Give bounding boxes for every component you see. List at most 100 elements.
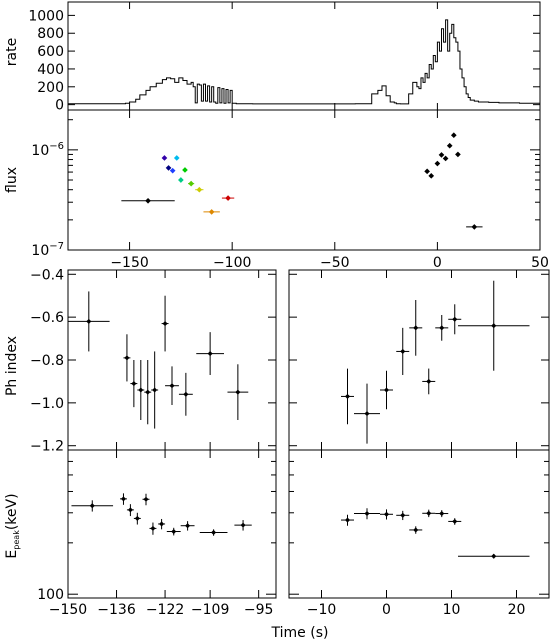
ph-index-ylabel: Ph index: [4, 336, 20, 396]
epeak-left-point: [89, 503, 95, 509]
epeak-left-point: [185, 523, 191, 529]
epeak-left-xtick-label: −109: [191, 602, 229, 618]
epeak-left-point: [159, 521, 165, 527]
flux-panel: 10−610−7−150 −100 −50 0 50: [31, 109, 549, 271]
flux-frame: [67, 109, 541, 251]
rate-frame: [67, 1, 541, 111]
flux-point: [450, 132, 457, 139]
flux-point: [446, 142, 453, 149]
ph-left-ytick-label: −0.8: [30, 353, 64, 369]
ph-left-point: [183, 391, 189, 397]
ph-left-ytick-label: −1.0: [30, 396, 64, 412]
ph-index-left-panel: −0.4 −0.6 −0.8 −1.0 −1.2: [30, 267, 277, 455]
flux-point: [182, 167, 188, 173]
flux-point: [145, 197, 151, 204]
ph-right-point: [383, 387, 390, 393]
flux-ytick-label: 10−6: [31, 141, 64, 159]
epeak-right-xtick-label: 0: [382, 602, 391, 618]
epeak-left-point: [171, 528, 177, 535]
epeak-right-point: [413, 527, 419, 533]
rate-ytick-label: 800: [37, 26, 64, 42]
epeak-left-panel: 100−150 −136 −122 −109 −95: [37, 449, 277, 618]
epeak-left-xtick-label: −95: [244, 602, 274, 618]
epeak-left-point: [120, 496, 127, 502]
ph-right-point: [344, 393, 351, 399]
flux-point: [442, 155, 449, 162]
epeak-left-xtick-label: −136: [97, 602, 136, 618]
ph-right-point: [426, 378, 432, 384]
epeak-left-xtick-label: −122: [146, 602, 184, 618]
flux-point: [438, 152, 445, 158]
ph-left-point: [152, 387, 158, 393]
ph-left-point: [162, 321, 168, 327]
ph-index-right-frame: [288, 269, 550, 451]
epeak-right-point: [439, 510, 445, 517]
rate-panel: 0 200 400 600 800 1000: [28, 1, 541, 114]
epeak-left-point: [143, 496, 149, 502]
epeak-left-xtick-label: −150: [49, 602, 87, 618]
epeak-right-point: [452, 518, 458, 524]
epeak-ylabel-tail: (keV): [4, 493, 20, 530]
flux-point: [178, 177, 184, 183]
epeak-right-point: [383, 511, 390, 517]
rate-ytick-label: 400: [37, 62, 64, 78]
flux-point: [471, 224, 478, 230]
ph-left-point: [235, 389, 241, 395]
rate-ytick-label: 600: [37, 44, 64, 60]
ph-left-point: [131, 381, 137, 387]
epeak-right-point: [364, 510, 370, 517]
flux-ytick-base: 10: [31, 243, 49, 259]
flux-ylabel: flux: [4, 167, 20, 193]
epeak-ylabel-sub: peak: [12, 530, 21, 550]
ph-right-point: [364, 411, 370, 417]
ph-left-point: [169, 383, 175, 389]
epeak-right-point: [400, 512, 406, 518]
ph-index-left-frame: [67, 269, 277, 451]
epeak-ylabel: Epeak(keV): [4, 493, 21, 558]
ph-right-point: [439, 325, 445, 331]
rate-series-line: [68, 19, 541, 105]
ph-left-ytick-label: −0.4: [30, 267, 64, 283]
flux-xtick-label: −100: [213, 255, 251, 271]
epeak-left-point: [134, 515, 140, 521]
flux-ytick-exp: −6: [49, 141, 64, 152]
ph-left-ytick-label: −1.2: [30, 439, 64, 455]
flux-point: [434, 160, 441, 167]
epeak-right-point: [491, 553, 497, 559]
epeak-left-point: [127, 507, 133, 513]
flux-point: [428, 173, 435, 179]
rate-ytick-label: 1000: [28, 8, 64, 24]
flux-ytick-exp: −7: [49, 241, 64, 252]
ph-left-point: [138, 387, 144, 393]
flux-xtick-label: 50: [531, 255, 549, 271]
ph-left-point: [124, 355, 130, 361]
epeak-right-frame: [288, 449, 550, 599]
flux-xtick-label: 0: [433, 255, 442, 271]
flux-point: [225, 195, 231, 201]
rate-ytick-label: 0: [55, 98, 64, 114]
flux-point: [169, 167, 176, 174]
ph-left-ytick-label: −0.6: [30, 310, 64, 326]
flux-xtick-label: −150: [110, 255, 148, 271]
ph-left-point: [86, 318, 92, 324]
flux-point: [455, 151, 461, 158]
flux-ytick-label: 10−7: [31, 241, 64, 259]
flux-point: [208, 209, 215, 215]
ph-right-point: [491, 323, 497, 329]
epeak-right-xtick-label: 20: [508, 602, 526, 618]
flux-point: [173, 155, 180, 161]
rate-ylabel: rate: [4, 38, 20, 66]
ph-right-point: [400, 348, 406, 354]
epeak-left-frame: [67, 449, 277, 599]
epeak-right-panel: −10 0 10 20: [288, 449, 550, 618]
flux-point: [196, 186, 203, 193]
epeak-right-xtick-label: 10: [443, 602, 461, 618]
ph-right-point: [413, 325, 419, 331]
flux-point: [424, 168, 430, 175]
flux-point: [161, 155, 168, 161]
x-axis-label: Time (s): [271, 625, 329, 641]
flux-point: [188, 180, 194, 187]
epeak-right-point: [426, 510, 432, 516]
flux-point: [165, 165, 172, 171]
